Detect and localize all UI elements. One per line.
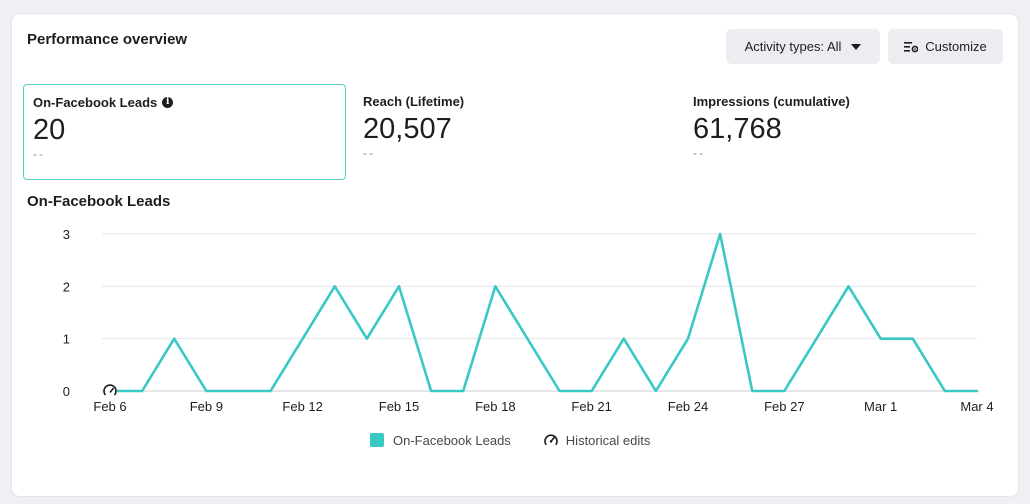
metric-label-reach: Reach (Lifetime) <box>363 94 465 109</box>
x-tick-label: Feb 15 <box>379 399 419 414</box>
metric-card-impressions[interactable]: Impressions (cumulative) 61,768 -- <box>684 84 1004 180</box>
y-tick-label: 1 <box>63 332 70 347</box>
legend-series-label[interactable]: On-Facebook Leads <box>393 432 511 448</box>
y-tick-label: 0 <box>63 384 70 399</box>
legend-edits-label[interactable]: Historical edits <box>565 432 651 448</box>
caret-down-icon <box>851 43 862 50</box>
legend-series-swatch <box>370 433 384 447</box>
metric-label-impressions: Impressions (cumulative) <box>693 94 850 109</box>
y-tick-label: 3 <box>63 227 70 242</box>
metric-card-reach[interactable]: Reach (Lifetime) 20,507 -- <box>354 84 674 180</box>
metric-label-leads: On-Facebook Leads <box>33 95 158 110</box>
x-tick-label: Feb 27 <box>764 399 804 414</box>
panel-title: Performance overview <box>27 31 188 48</box>
metric-card-leads[interactable]: On-Facebook Leads i 20 -- <box>23 84 346 180</box>
performance-overview-card: Performance overview Activity types: All… <box>12 14 1018 496</box>
customize-button[interactable]: Customize <box>888 29 1003 64</box>
y-tick-label: 2 <box>63 279 70 294</box>
x-tick-label: Mar 4 <box>960 399 993 414</box>
x-tick-label: Feb 24 <box>668 399 708 414</box>
x-tick-label: Feb 9 <box>190 399 223 414</box>
info-icon[interactable]: i <box>162 97 174 108</box>
series-line-leads <box>108 232 979 393</box>
chart-title: On-Facebook Leads <box>27 193 171 210</box>
customize-settings-icon <box>904 41 919 52</box>
x-tick-label: Feb 6 <box>93 399 126 414</box>
leads-line-chart: 0 1 2 3 Feb 6 Feb 9 Feb 12 Feb 15 Feb 18 Feb 21 Fe… <box>63 227 994 414</box>
activity-types-dropdown[interactable]: Activity types: All <box>726 29 880 64</box>
x-tick-label: Feb 12 <box>282 399 322 414</box>
x-tick-label: Mar 1 <box>864 399 897 414</box>
activity-types-label: Activity types: All <box>744 39 842 54</box>
metric-comparison-impressions: -- <box>693 146 705 160</box>
metric-comparison-reach: -- <box>363 146 375 160</box>
x-tick-label: Feb 21 <box>571 399 611 414</box>
metric-comparison-leads: -- <box>33 147 45 161</box>
metric-value-reach: 20,507 <box>363 113 452 145</box>
chart-legend: On-Facebook Leads Historical edits <box>370 432 650 448</box>
historical-edit-marker[interactable] <box>103 384 117 398</box>
metric-value-leads: 20 <box>33 114 66 146</box>
historical-edits-icon <box>544 434 558 446</box>
x-tick-label: Feb 18 <box>475 399 515 414</box>
customize-label: Customize <box>925 39 987 54</box>
metric-value-impressions: 61,768 <box>693 113 782 145</box>
